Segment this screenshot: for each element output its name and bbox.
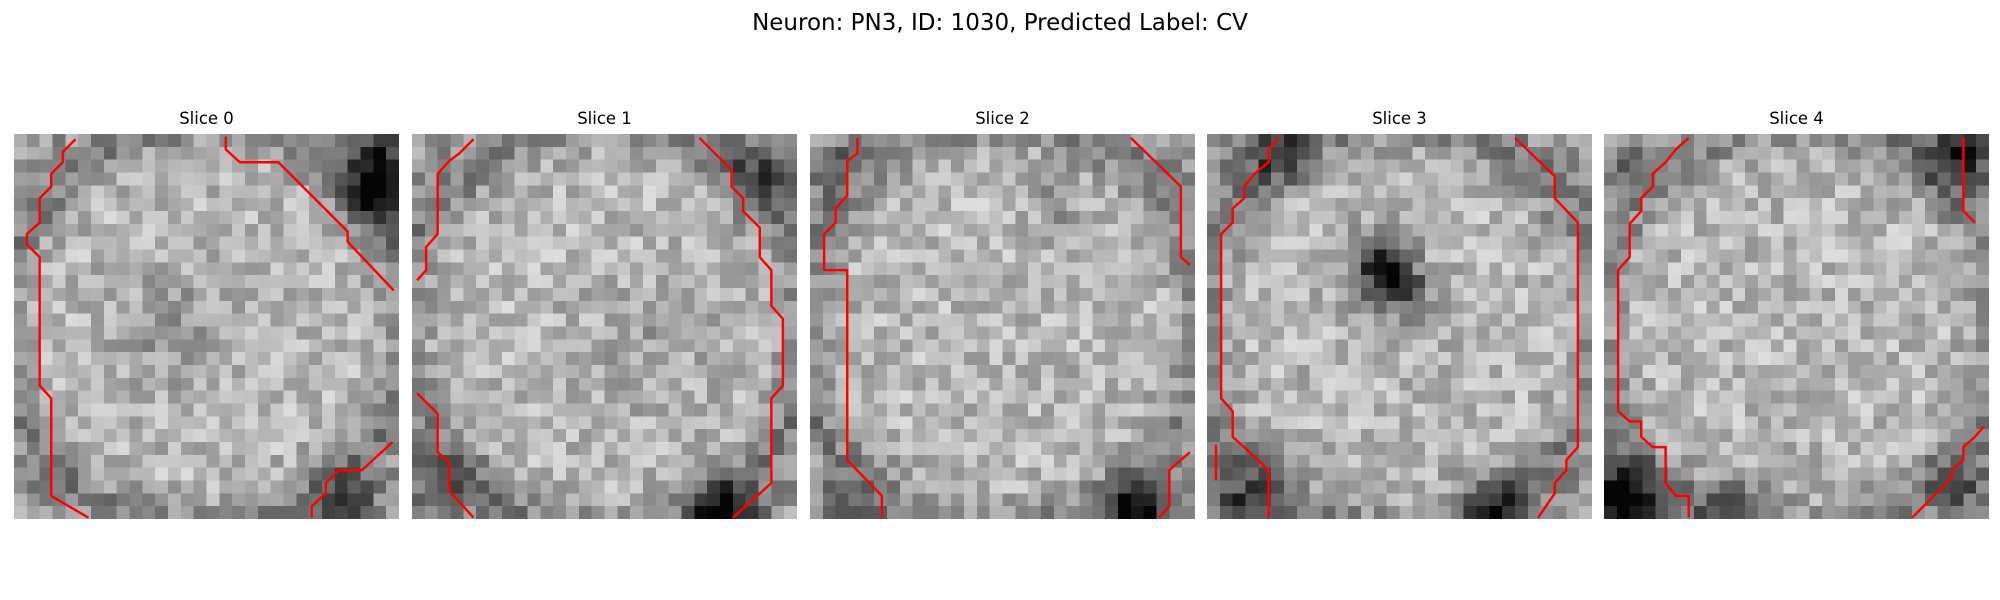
slice-title: Slice 0 [179,109,234,128]
contour-line [1514,136,1580,519]
slice-panel-1: Slice 1 [412,108,797,519]
pixel-grid [1207,134,1592,519]
contour-line [310,441,394,518]
contour-overlay [822,136,1191,519]
slice-panel-0: Slice 0 [14,108,399,519]
slice-image [810,134,1195,519]
slice-panel-3: Slice 3 [1207,108,1592,519]
slice-image [1604,134,1989,519]
pixel-grid [412,134,797,519]
contour-overlay [416,136,785,519]
contour-line [822,137,884,518]
slice-image [1207,134,1592,519]
figure-title: Neuron: PN3, ID: 1030, Predicted Label: … [752,10,1248,36]
slice-image [14,134,399,519]
contour-line [698,136,785,519]
contour-overlay [1214,136,1580,519]
contour-line [1158,451,1191,519]
contour-line [416,138,475,282]
slice-title: Slice 1 [577,109,632,128]
slice-panel-4: Slice 4 [1604,108,1989,519]
contour-line [25,138,90,519]
contour-overlay [25,136,395,519]
contour-line [1129,136,1191,266]
pixel-grid [14,134,399,519]
pixel-grid [1604,134,1989,519]
contour-line [1962,137,1976,224]
contour-line [1911,425,1985,519]
contour-line [416,392,475,519]
slice-panel-2: Slice 2 [810,108,1195,519]
contour-line [224,136,395,292]
contour-line [1616,136,1690,518]
slice-image [412,134,797,519]
contour-line [1219,137,1280,518]
pixel-grid [810,134,1195,519]
slice-title: Slice 3 [1372,109,1427,128]
slice-title: Slice 4 [1769,109,1824,128]
contour-overlay [1616,136,1985,519]
slice-title: Slice 2 [975,109,1030,128]
